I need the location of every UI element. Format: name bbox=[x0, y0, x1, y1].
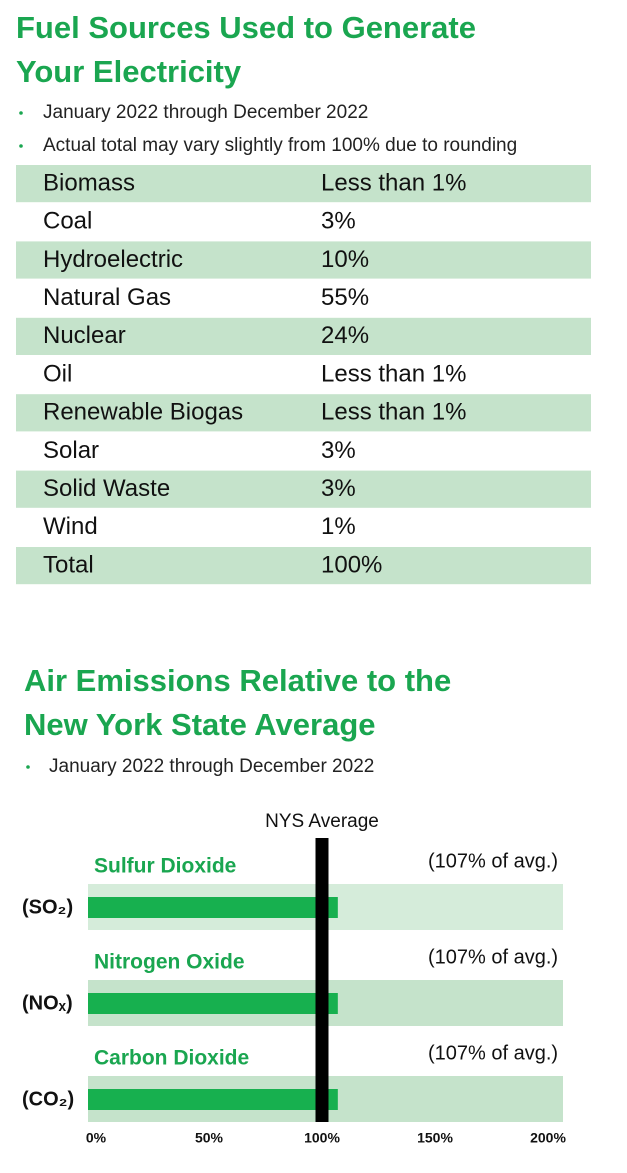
value-label: (107% of avg.) bbox=[428, 946, 558, 968]
bar bbox=[88, 1089, 338, 1110]
section-title: Fuel Sources Used to Generate bbox=[16, 10, 476, 45]
x-tick-label: 200% bbox=[530, 1130, 566, 1146]
fuel-name: Total bbox=[43, 551, 94, 578]
fuel-share: 55% bbox=[321, 284, 369, 311]
row-shade bbox=[16, 470, 591, 508]
section-title: New York State Average bbox=[24, 707, 376, 742]
fuel-name: Solid Waste bbox=[43, 475, 170, 502]
fuel-share: 100% bbox=[321, 551, 382, 578]
fuel-name: Biomass bbox=[43, 169, 135, 196]
x-tick-label: 50% bbox=[195, 1130, 224, 1146]
row-shade bbox=[16, 165, 591, 203]
fuel-share: 1% bbox=[321, 513, 356, 540]
bar bbox=[88, 897, 338, 918]
bullet bbox=[19, 144, 23, 148]
bullet bbox=[19, 111, 23, 115]
fuel-share: Less than 1% bbox=[321, 169, 466, 196]
section-title: Air Emissions Relative to the bbox=[24, 663, 451, 698]
fuel-share: 3% bbox=[321, 437, 356, 464]
row-shade bbox=[16, 547, 591, 585]
fuel-share: 3% bbox=[321, 475, 356, 502]
x-tick-label: 150% bbox=[417, 1130, 453, 1146]
value-label: (107% of avg.) bbox=[428, 1042, 558, 1064]
category-code: (CO₂) bbox=[22, 1088, 74, 1110]
fuel-name: Coal bbox=[43, 208, 92, 235]
row-shade bbox=[16, 241, 591, 279]
fuel-share: Less than 1% bbox=[321, 399, 466, 426]
bullet bbox=[26, 765, 30, 769]
fuel-name: Wind bbox=[43, 513, 98, 540]
bar bbox=[88, 993, 338, 1014]
section-title: Your Electricity bbox=[16, 54, 242, 89]
note: January 2022 through December 2022 bbox=[43, 102, 368, 123]
fuel-name: Solar bbox=[43, 437, 99, 464]
fuel-share: Less than 1% bbox=[321, 360, 466, 387]
note: January 2022 through December 2022 bbox=[49, 756, 374, 777]
category-label: Carbon Dioxide bbox=[94, 1047, 249, 1070]
note: Actual total may vary slightly from 100%… bbox=[43, 135, 517, 156]
reference-label: NYS Average bbox=[265, 811, 379, 832]
category-code: (SO₂) bbox=[22, 896, 73, 918]
x-tick-label: 0% bbox=[86, 1130, 107, 1146]
category-code: (NOₓ) bbox=[22, 992, 73, 1014]
fuel-share: 3% bbox=[321, 208, 356, 235]
row-shade bbox=[16, 317, 591, 355]
fuel-name: Hydroelectric bbox=[43, 246, 183, 273]
value-label: (107% of avg.) bbox=[428, 850, 558, 872]
fuel-name: Renewable Biogas bbox=[43, 399, 243, 426]
category-label: Sulfur Dioxide bbox=[94, 855, 236, 878]
fuel-name: Oil bbox=[43, 360, 72, 387]
fuel-name: Natural Gas bbox=[43, 284, 171, 311]
row-shade bbox=[16, 394, 591, 432]
x-tick-label: 100% bbox=[304, 1130, 340, 1146]
fuel-share: 24% bbox=[321, 322, 369, 349]
fuel-name: Nuclear bbox=[43, 322, 126, 349]
fuel-share: 10% bbox=[321, 246, 369, 273]
category-label: Nitrogen Oxide bbox=[94, 951, 245, 974]
